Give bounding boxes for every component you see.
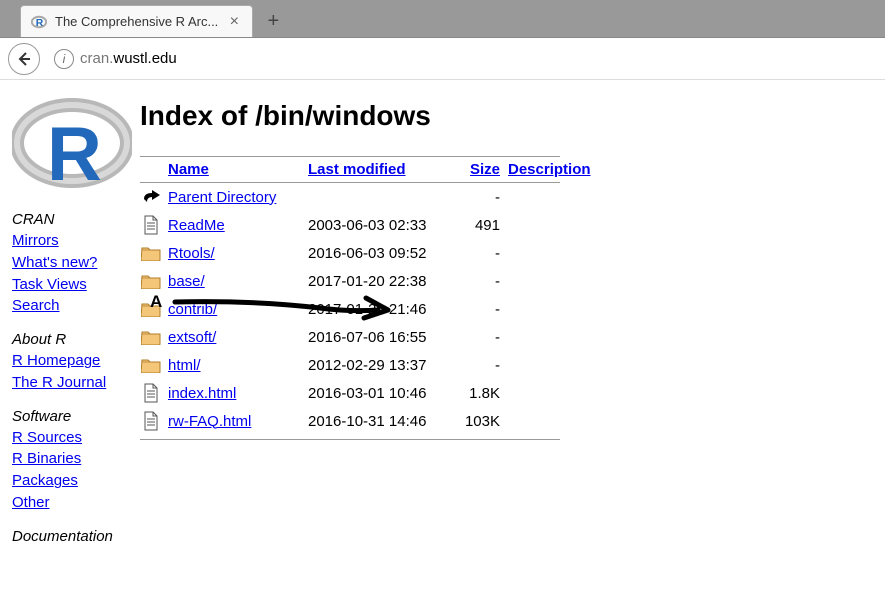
- text-file-icon: [143, 383, 159, 403]
- svg-text:R: R: [36, 18, 44, 29]
- listing-size: 103K: [458, 413, 500, 430]
- main-panel: Index of /bin/windows Name Last modified…: [140, 80, 885, 614]
- sidebar-group-title: CRAN: [12, 211, 140, 228]
- browser-tab-strip: R The Comprehensive R Arc... × +: [0, 0, 885, 38]
- url-text: cran.wustl.edu: [80, 50, 177, 67]
- listing-row: base/2017-01-20 22:38-: [140, 267, 560, 295]
- folder-icon: [141, 301, 161, 317]
- sidebar-link[interactable]: R Binaries: [12, 448, 140, 470]
- listing-link[interactable]: index.html: [168, 385, 236, 402]
- listing-header: Name Last modified Size Description: [140, 156, 560, 183]
- col-header-modified[interactable]: Last modified: [308, 161, 458, 178]
- url-prefix: cran.: [80, 50, 113, 67]
- listing-size: -: [458, 329, 500, 346]
- sidebar-link[interactable]: Other: [12, 492, 140, 514]
- sidebar-group-title: Documentation: [12, 528, 140, 545]
- sidebar-link[interactable]: What's new?: [12, 252, 140, 274]
- tab-close-icon[interactable]: ×: [226, 14, 242, 30]
- back-button[interactable]: [8, 43, 40, 75]
- listing-size: -: [458, 245, 500, 262]
- new-tab-button[interactable]: +: [259, 7, 287, 35]
- listing-link[interactable]: base/: [168, 273, 205, 290]
- listing-size: 1.8K: [458, 385, 500, 402]
- listing-modified: 2017-01-20 22:38: [308, 273, 458, 290]
- listing-size: -: [458, 301, 500, 318]
- listing-link[interactable]: extsoft/: [168, 329, 216, 346]
- listing-modified: 2012-02-29 13:37: [308, 357, 458, 374]
- listing-link[interactable]: Rtools/: [168, 245, 215, 262]
- sidebar-link[interactable]: Mirrors: [12, 230, 140, 252]
- parent-dir-icon: [140, 189, 162, 205]
- tab-title: The Comprehensive R Arc...: [55, 14, 218, 29]
- back-arrow-icon: [16, 51, 32, 67]
- listing-row: html/2012-02-29 13:37-: [140, 351, 560, 379]
- browser-toolbar: i cran.wustl.edu: [0, 38, 885, 80]
- listing-link[interactable]: ReadMe: [168, 217, 225, 234]
- listing-row: index.html 2016-03-01 10:461.8K: [140, 379, 560, 407]
- sidebar-link[interactable]: The R Journal: [12, 372, 140, 394]
- folder-icon: [141, 357, 161, 373]
- listing-row: Parent Directory -: [140, 183, 560, 211]
- listing-link[interactable]: rw-FAQ.html: [168, 413, 251, 430]
- listing-size: -: [458, 357, 500, 374]
- sidebar-link[interactable]: R Homepage: [12, 350, 140, 372]
- col-header-name[interactable]: Name: [168, 161, 308, 178]
- text-file-icon: [143, 215, 159, 235]
- site-info-icon[interactable]: i: [54, 49, 74, 69]
- listing-row: rw-FAQ.html 2016-10-31 14:46103K: [140, 407, 560, 435]
- listing-modified: 2017-01-20 21:46: [308, 301, 458, 318]
- sidebar-link[interactable]: Search: [12, 295, 140, 317]
- listing-size: -: [458, 273, 500, 290]
- sidebar-link[interactable]: R Sources: [12, 427, 140, 449]
- listing-row: Rtools/2016-06-03 09:52-: [140, 239, 560, 267]
- url-domain: wustl.edu: [113, 50, 176, 67]
- listing-size: -: [458, 189, 500, 206]
- folder-icon: [141, 273, 161, 289]
- listing-modified: 2016-06-03 09:52: [308, 245, 458, 262]
- listing-row: extsoft/2016-07-06 16:55-: [140, 323, 560, 351]
- col-header-desc[interactable]: Description: [500, 161, 591, 178]
- sidebar-group-title: Software: [12, 408, 140, 425]
- listing-link[interactable]: html/: [168, 357, 201, 374]
- sidebar-group-title: About R: [12, 331, 140, 348]
- r-favicon-icon: R: [31, 14, 47, 30]
- listing-footer-rule: [140, 439, 560, 440]
- listing-size: 491: [458, 217, 500, 234]
- page-title: Index of /bin/windows: [140, 100, 867, 132]
- page-content: R CRAN MirrorsWhat's new?Task ViewsSearch…: [0, 80, 885, 614]
- listing-row: contrib/2017-01-20 21:46-: [140, 295, 560, 323]
- listing-modified: 2016-03-01 10:46: [308, 385, 458, 402]
- listing-link[interactable]: contrib/: [168, 301, 217, 318]
- listing-modified: 2016-07-06 16:55: [308, 329, 458, 346]
- listing-modified: 2016-10-31 14:46: [308, 413, 458, 430]
- browser-tab[interactable]: R The Comprehensive R Arc... ×: [20, 5, 253, 37]
- listing-link[interactable]: Parent Directory: [168, 189, 276, 206]
- sidebar-link[interactable]: Packages: [12, 470, 140, 492]
- listing-row: ReadMe 2003-06-03 02:33491: [140, 211, 560, 239]
- r-logo: R: [12, 98, 132, 193]
- svg-text:R: R: [47, 112, 102, 193]
- folder-icon: [141, 245, 161, 261]
- col-header-size[interactable]: Size: [458, 161, 500, 178]
- address-bar[interactable]: i cran.wustl.edu: [48, 44, 877, 74]
- text-file-icon: [143, 411, 159, 431]
- sidebar: R CRAN MirrorsWhat's new?Task ViewsSearch…: [0, 80, 140, 614]
- directory-listing: Name Last modified Size Description Pare…: [140, 156, 560, 440]
- sidebar-link[interactable]: Task Views: [12, 274, 140, 296]
- listing-modified: 2003-06-03 02:33: [308, 217, 458, 234]
- folder-icon: [141, 329, 161, 345]
